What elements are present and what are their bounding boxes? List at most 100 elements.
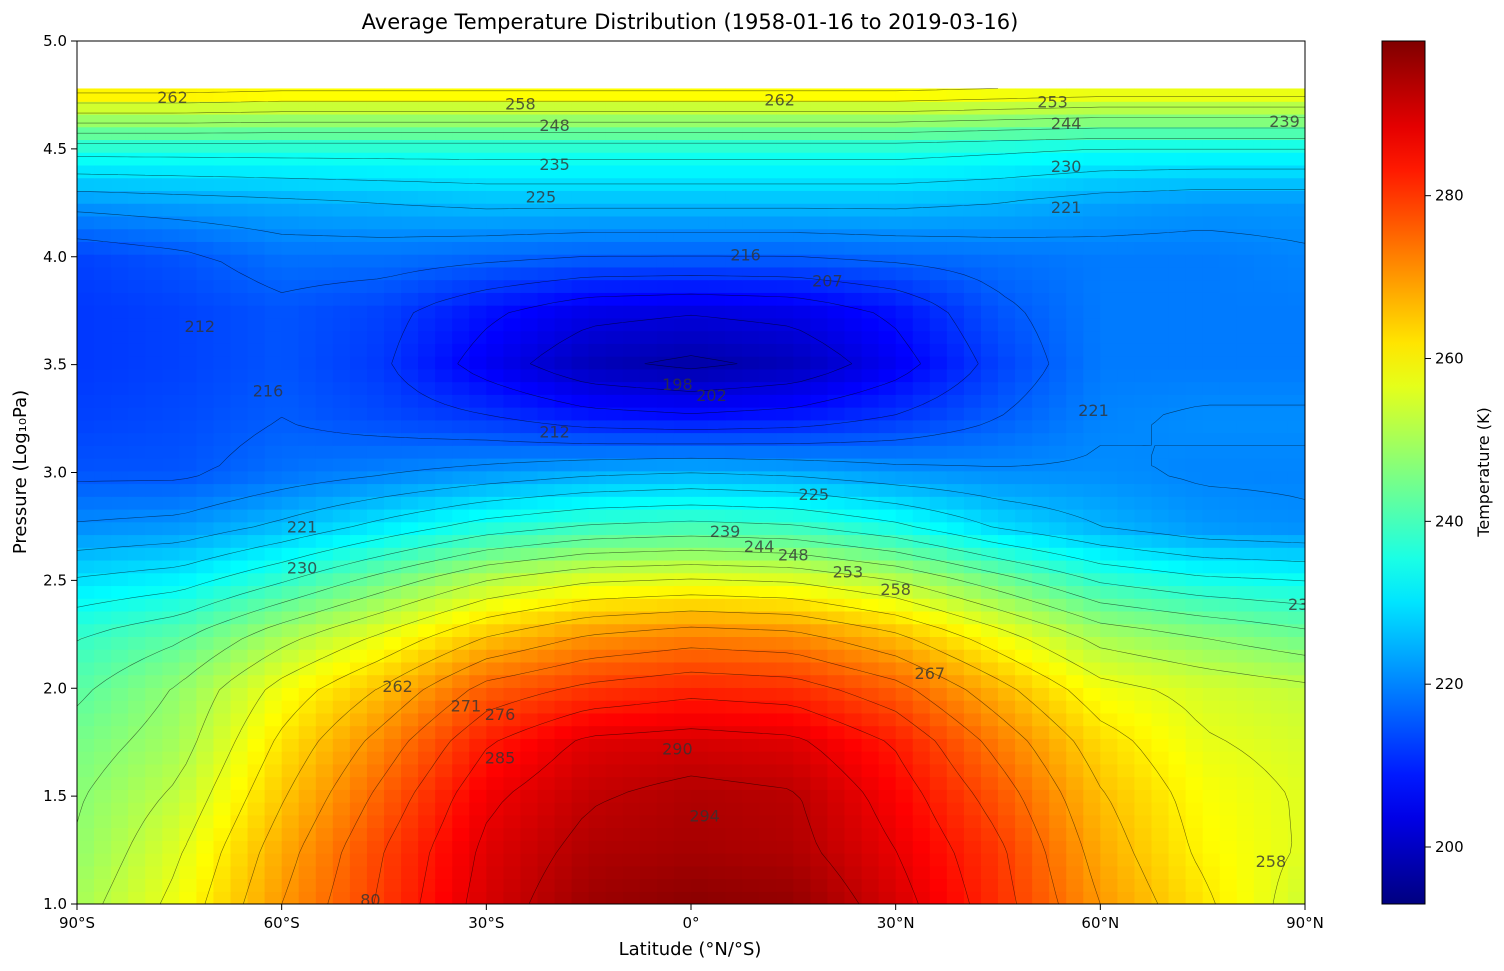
- heat-cell: [332, 751, 351, 765]
- heat-cell: [281, 496, 300, 510]
- heat-cell: [435, 241, 453, 255]
- heat-cell: [1168, 164, 1187, 179]
- heat-cell: [128, 458, 146, 472]
- heat-cell: [1202, 419, 1221, 434]
- heat-cell: [1253, 496, 1272, 510]
- heat-cell: [742, 496, 760, 510]
- heat-cell: [1049, 317, 1067, 332]
- heat-cell: [1100, 687, 1118, 701]
- heat-cell: [708, 751, 726, 765]
- heat-cell: [588, 292, 607, 306]
- heat-cell: [1185, 343, 1204, 357]
- heat-cell: [963, 483, 982, 497]
- heat-cell: [554, 190, 573, 204]
- heat-cell: [861, 496, 880, 510]
- heat-cell: [162, 394, 180, 408]
- heat-cell: [1202, 470, 1221, 485]
- heat-cell: [77, 763, 95, 778]
- heat-cell: [776, 508, 794, 523]
- heat-cell: [503, 394, 522, 408]
- heat-cell: [861, 317, 880, 332]
- heat-cell: [179, 814, 197, 829]
- heat-cell: [912, 547, 931, 561]
- heat-cell: [1083, 674, 1101, 688]
- heat-cell: [384, 445, 402, 459]
- heat-cell: [1083, 891, 1101, 904]
- heat-cell: [895, 865, 914, 880]
- heat-cell: [503, 343, 522, 357]
- heat-cell: [963, 470, 982, 485]
- heat-cell: [366, 126, 385, 141]
- heat-cell: [1083, 266, 1101, 281]
- heat-cell: [1015, 215, 1033, 230]
- heat-cell: [401, 547, 419, 561]
- heat-cell: [878, 139, 897, 153]
- heat-cell: [622, 419, 641, 434]
- heat-cell: [1015, 751, 1033, 765]
- heat-cell: [418, 891, 436, 904]
- heat-cell: [708, 636, 726, 650]
- heat-cell: [179, 610, 197, 625]
- heat-cell: [247, 368, 266, 383]
- heat-cell: [673, 101, 692, 115]
- heat-cell: [827, 496, 846, 510]
- heat-cell: [844, 343, 863, 357]
- heat-cell: [1134, 534, 1153, 548]
- heat-cell: [213, 113, 232, 128]
- heat-cell: [1236, 636, 1255, 650]
- heat-cell: [1287, 177, 1305, 191]
- heat-cell: [1134, 776, 1153, 790]
- heat-cell: [742, 687, 760, 701]
- heat-cell: [264, 547, 283, 561]
- heat-cell: [213, 623, 232, 637]
- heat-cell: [315, 483, 334, 497]
- heat-cell: [77, 101, 95, 115]
- heat-cell: [827, 738, 846, 752]
- heat-cell: [1117, 356, 1136, 370]
- heat-cell: [145, 508, 163, 523]
- heat-cell: [366, 330, 385, 344]
- heat-cell: [503, 445, 522, 459]
- contour-label: 262: [382, 677, 413, 696]
- heat-cell: [1015, 432, 1033, 446]
- heat-cell: [315, 572, 334, 587]
- heat-cell: [1253, 878, 1272, 892]
- heat-cell: [998, 636, 1016, 650]
- heat-cell: [895, 700, 914, 714]
- heat-cell: [912, 610, 931, 625]
- heat-cell: [366, 725, 385, 739]
- heat-cell: [691, 292, 709, 306]
- heat-cell: [980, 496, 999, 510]
- heat-cell: [1168, 177, 1187, 191]
- heat-cell: [1151, 458, 1170, 472]
- heat-cell: [980, 139, 999, 153]
- heat-cell: [1066, 610, 1084, 625]
- heat-cell: [1168, 483, 1187, 497]
- heat-cell: [196, 827, 215, 841]
- heat-cell: [145, 368, 163, 383]
- heat-cell: [452, 496, 470, 510]
- heat-cell: [1168, 266, 1187, 281]
- heat-cell: [537, 802, 556, 816]
- heat-cell: [1236, 152, 1255, 166]
- heat-cell: [1117, 432, 1136, 446]
- heat-cell: [708, 279, 726, 293]
- heat-cell: [759, 368, 777, 383]
- heat-cell: [315, 113, 334, 128]
- heat-cell: [503, 470, 522, 485]
- heat-cell: [827, 610, 846, 625]
- heat-cell: [912, 241, 931, 255]
- heat-cell: [77, 496, 95, 510]
- heat-cell: [1049, 126, 1067, 141]
- heat-cell: [622, 292, 641, 306]
- heat-cell: [1202, 228, 1221, 242]
- heat-cell: [1032, 190, 1050, 204]
- heat-cell: [111, 649, 129, 663]
- heat-cell: [980, 547, 999, 561]
- heat-cell: [1185, 432, 1204, 446]
- heat-cell: [77, 878, 95, 892]
- heat-cell: [1049, 330, 1067, 344]
- heat-cell: [1219, 152, 1238, 166]
- heat-cell: [588, 878, 607, 892]
- heat-cell: [622, 126, 641, 141]
